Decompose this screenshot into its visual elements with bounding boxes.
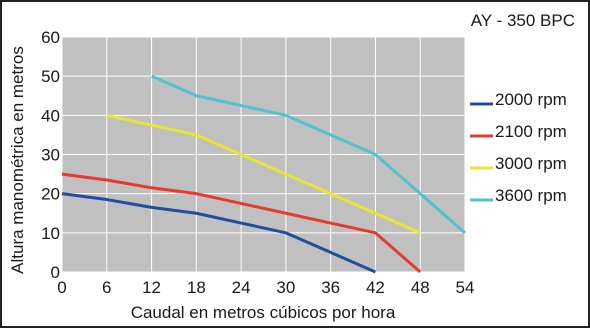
y-tick-label: 30	[41, 146, 60, 165]
x-tick-label: 30	[276, 278, 295, 297]
x-axis-ticks: 0 6 12 18 24 30 36 42 48 54	[57, 278, 474, 297]
series-line	[61, 192, 377, 274]
legend-label: 3600 rpm	[495, 186, 567, 205]
y-tick-label: 0	[51, 263, 60, 282]
y-tick-label: 60	[41, 28, 60, 47]
gridlines	[61, 36, 466, 273]
x-tick-label: 6	[102, 278, 111, 297]
x-tick-label: 0	[57, 278, 66, 297]
legend-label: 2000 rpm	[495, 90, 567, 109]
series-line	[150, 74, 466, 234]
y-tick-label: 10	[41, 224, 60, 243]
x-axis-label: Caudal en metros cúbicos por hora	[131, 303, 396, 322]
chart-title: AY - 350 BPC	[471, 11, 575, 30]
x-tick-label: 36	[321, 278, 340, 297]
x-tick-label: 42	[366, 278, 385, 297]
legend: 2000 rpm 2100 rpm 3000 rpm 3600 rpm	[470, 90, 567, 205]
y-tick-label: 20	[41, 185, 60, 204]
x-tick-label: 24	[232, 278, 251, 297]
x-tick-label: 48	[411, 278, 430, 297]
x-tick-label: 54	[456, 278, 475, 297]
series-layer	[61, 74, 466, 274]
series-line	[61, 172, 422, 274]
series-line	[106, 113, 421, 235]
y-tick-label: 40	[41, 106, 60, 125]
legend-label: 3000 rpm	[495, 154, 567, 173]
x-tick-label: 18	[187, 278, 206, 297]
y-axis-label: Altura manométrica en metros	[8, 46, 27, 274]
y-tick-label: 50	[41, 67, 60, 86]
y-axis-ticks: 0 10 20 30 40 50 60	[41, 28, 60, 282]
x-tick-label: 12	[142, 278, 161, 297]
legend-label: 2100 rpm	[495, 122, 567, 141]
